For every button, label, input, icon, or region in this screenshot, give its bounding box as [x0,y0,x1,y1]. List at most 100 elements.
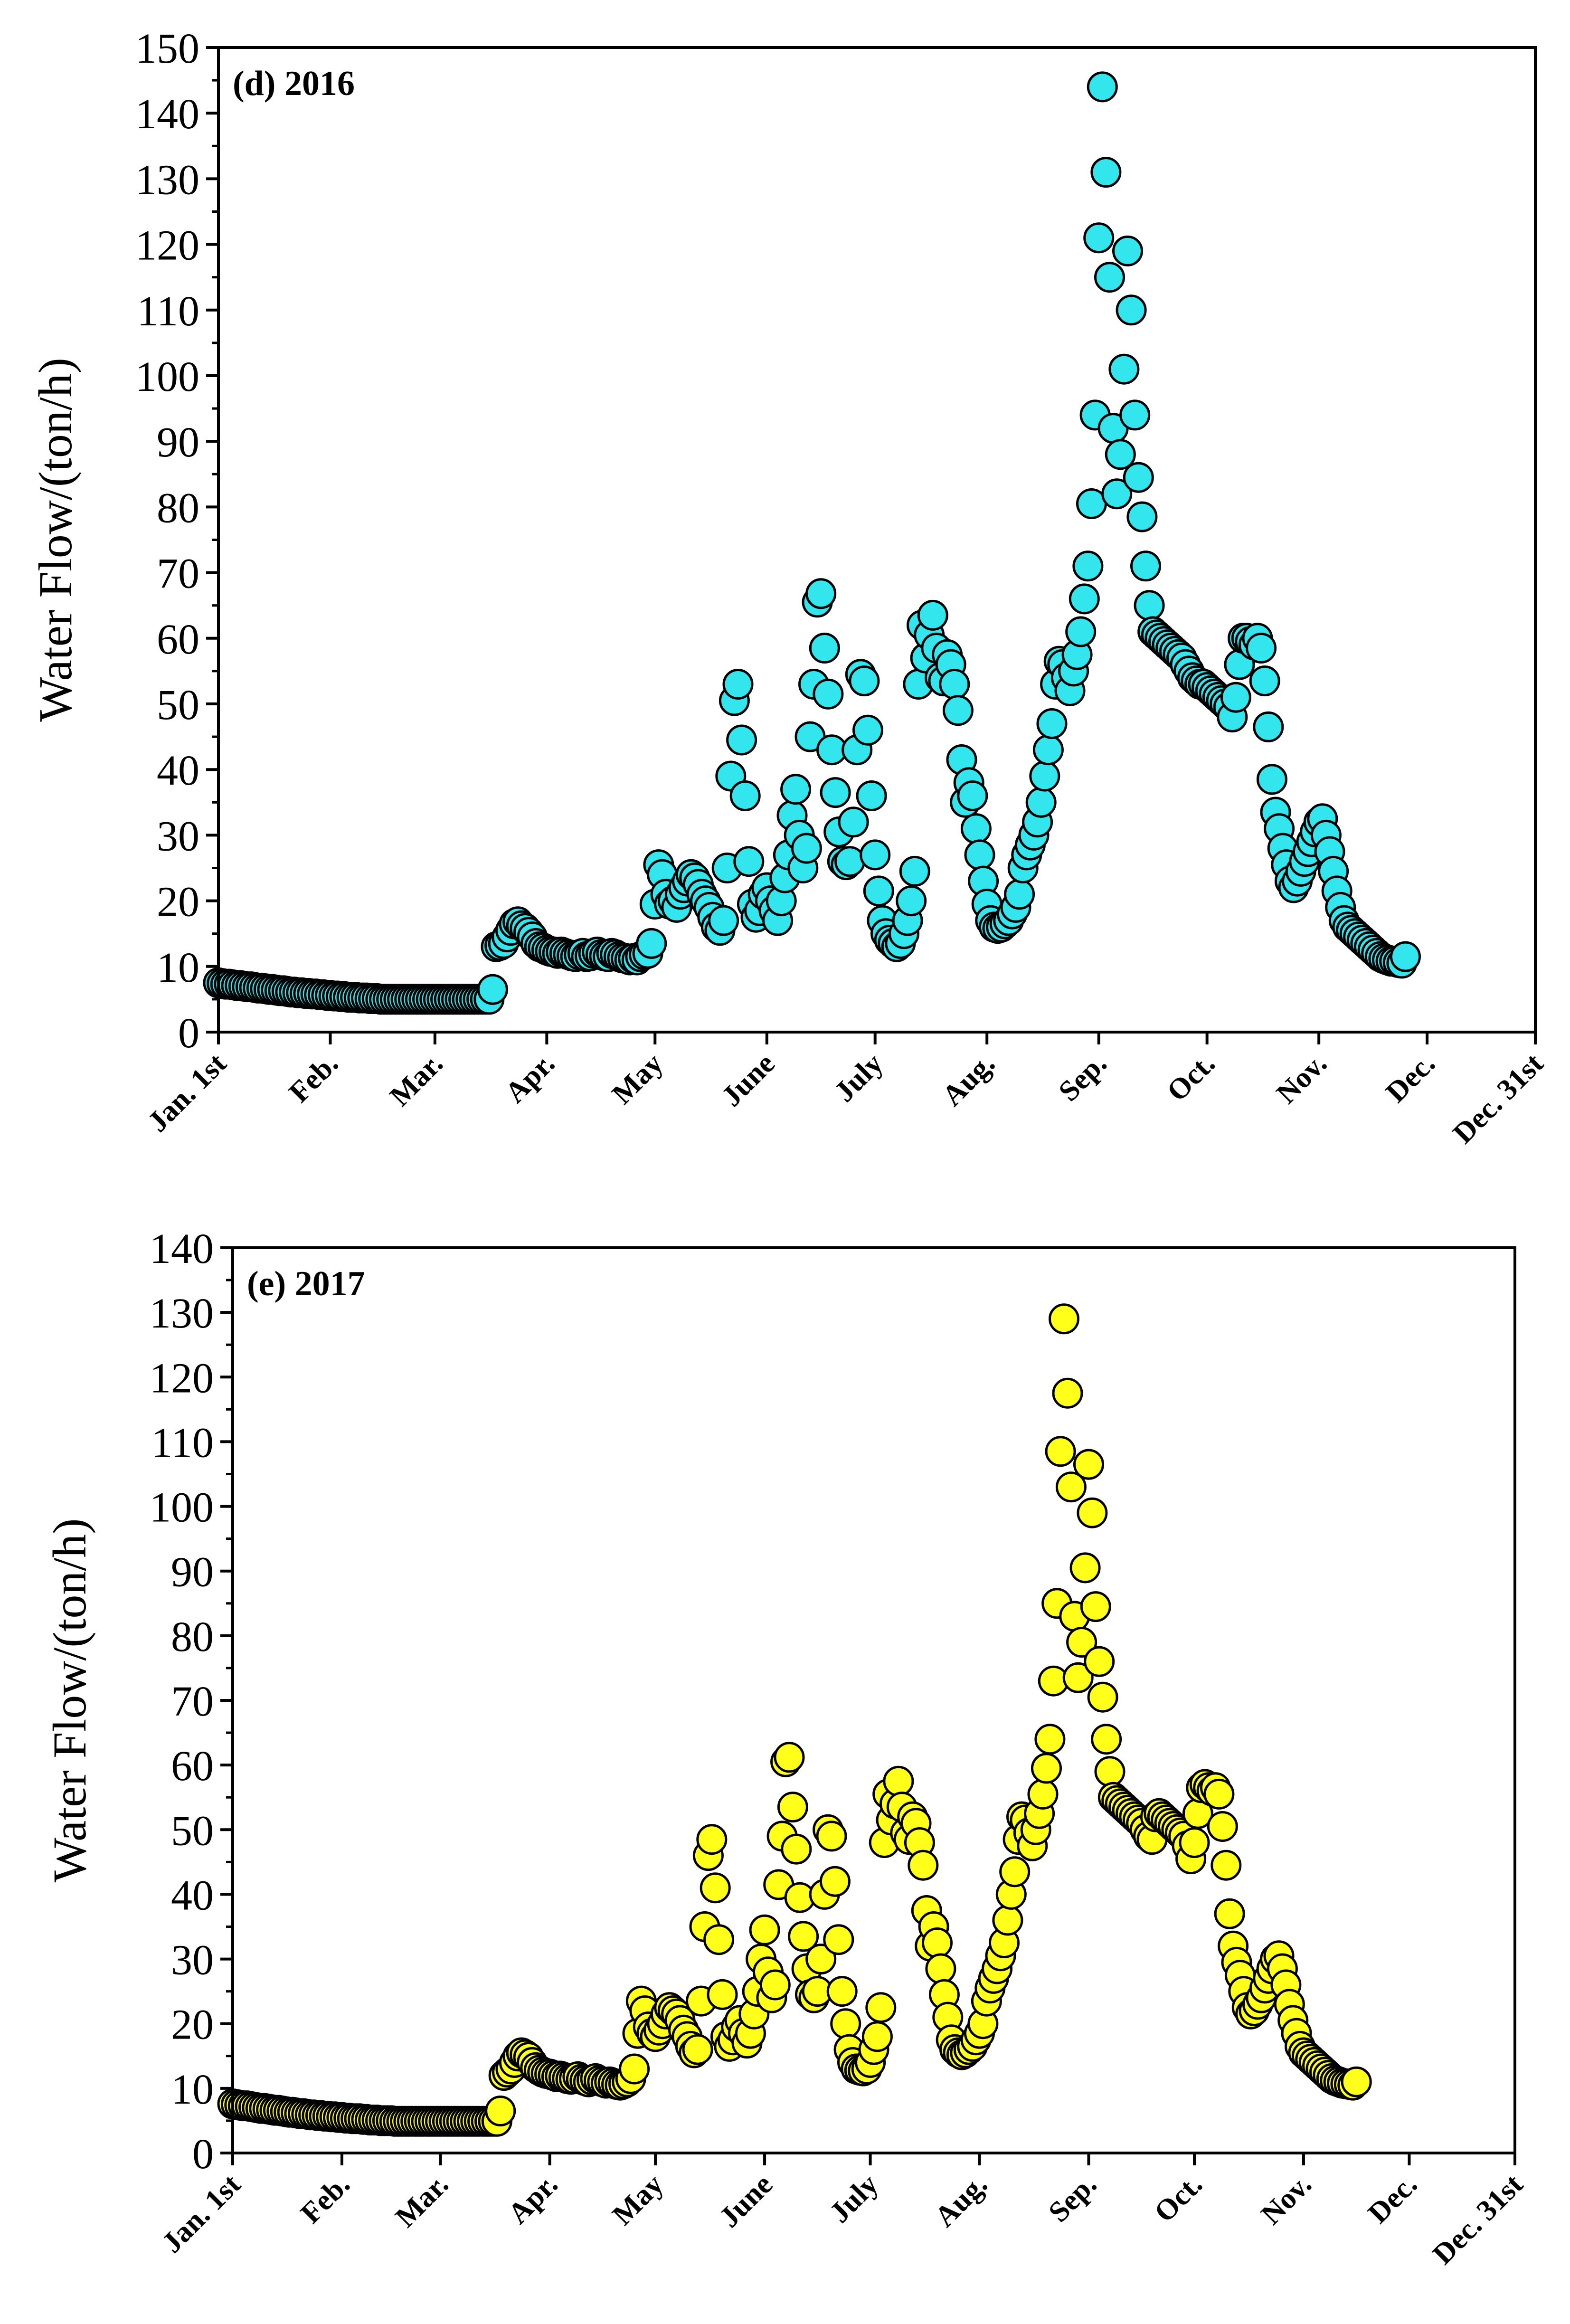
data-point [1123,462,1154,493]
data-point [1253,711,1284,742]
data-point [781,1833,812,1865]
y-tick-label: 30 [171,1937,214,1984]
data-point [708,905,739,936]
data-point [964,839,995,871]
data-point [1105,439,1136,470]
y-tick-label: 130 [150,1290,214,1337]
data-point [700,1872,731,1904]
data-point [1069,583,1100,615]
y-tick-label: 140 [135,91,199,138]
data-point [1203,1778,1235,1810]
data-point [749,1914,780,1945]
data-point [1094,262,1125,293]
data-point [1027,1778,1059,1810]
data-point [1004,879,1035,910]
y-tick-label: 40 [171,1872,214,1919]
data-point [1249,665,1280,697]
panel-label: (e) 2017 [247,1264,365,1303]
data-point [1062,1662,1094,1693]
y-tick-label: 150 [135,25,199,72]
y-axis-label: Water Flow/(ton/h) [29,358,82,722]
y-tick-label: 100 [150,1484,214,1531]
data-point [1077,1497,1108,1528]
data-point [849,665,880,697]
y-tick-label: 50 [157,682,199,729]
data-point [1031,1753,1062,1784]
data-point [819,1866,851,1897]
data-point [1094,1756,1125,1787]
data-point [1220,682,1251,713]
data-point [922,1927,953,1958]
data-point [1036,708,1068,739]
data-point [1207,1811,1238,1842]
y-tick-label: 110 [137,288,199,335]
data-point [908,1850,939,1881]
y-tick-label: 80 [157,484,199,531]
y-tick-label: 80 [171,1613,214,1660]
data-point [1108,353,1140,385]
data-point [619,2053,650,2085]
data-point [999,1856,1031,1888]
data-points [203,71,1421,1015]
data-point [1025,787,1057,818]
data-point [1179,1827,1210,1858]
y-tick-label: 30 [157,813,199,860]
data-point [1087,71,1118,103]
y-axis-label: Water Flow/(ton/h) [43,1518,96,1883]
data-point [942,695,974,726]
y-tick-label: 90 [171,1549,214,1596]
y-tick-label: 10 [171,2066,214,2113]
data-point [1072,550,1104,582]
data-point [860,839,891,871]
data-point [1246,633,1277,664]
y-tick-label: 50 [171,1807,214,1854]
data-point [1090,157,1122,188]
y-tick-label: 110 [151,1419,214,1466]
data-point [777,1792,808,1823]
data-point [1087,1681,1118,1713]
data-point [816,1821,847,1852]
data-point [960,813,992,844]
data-point [707,1979,738,2010]
data-point [805,578,837,609]
data-point [826,1976,858,2007]
data-point [759,1969,791,2001]
data-point [830,2008,861,2039]
data-point [805,1944,837,1975]
y-tick-label: 10 [157,944,199,991]
data-point [861,2021,893,2052]
data-point [1052,1377,1083,1409]
data-point [1341,2066,1372,2097]
data-point [1112,235,1143,266]
data-point [883,1765,914,1797]
data-point [1045,1436,1076,1467]
data-point [1080,1591,1111,1622]
data-point [917,599,948,631]
data-point [636,928,667,959]
y-tick-label: 130 [135,156,199,203]
data-point [791,833,822,864]
data-point [1084,1646,1115,1677]
data-point [726,724,757,756]
data-point [733,846,765,877]
y-tick-label: 40 [157,747,199,794]
y-tick-label: 20 [171,2001,214,2049]
y-tick-label: 60 [157,616,199,663]
data-point [1130,550,1161,582]
data-point [722,669,754,700]
data-point [820,777,851,808]
y-tick-label: 0 [178,1010,199,1057]
data-point [1134,590,1165,621]
data-point [899,855,930,887]
data-point [780,774,812,805]
data-point [1390,941,1421,972]
data-point [1034,1724,1066,1755]
data-point [852,714,883,746]
data-point [1065,616,1097,647]
data-point [1126,501,1158,532]
y-tick-label: 140 [150,1225,214,1272]
data-point [823,1924,854,1955]
data-point [1101,478,1133,510]
y-tick-label: 70 [157,550,199,598]
data-point [1032,734,1064,766]
